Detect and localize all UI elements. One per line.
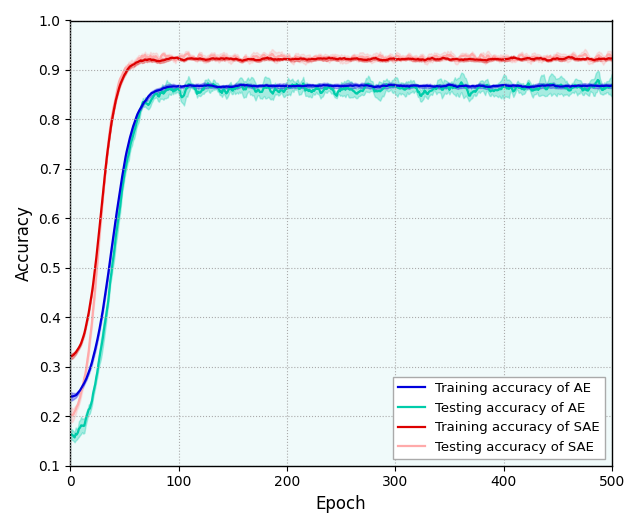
Training accuracy of SAE — [389, 55, 397, 62]
Training accuracy of SAE — [68, 353, 76, 359]
Testing accuracy of AE — [328, 86, 336, 92]
Testing accuracy of AE — [608, 82, 616, 88]
Testing accuracy of SAE — [597, 54, 605, 60]
Line: Training accuracy of AE: Training accuracy of AE — [72, 84, 612, 397]
Training accuracy of AE — [68, 393, 76, 400]
Training accuracy of AE — [328, 83, 336, 89]
Training accuracy of SAE — [564, 54, 572, 60]
Testing accuracy of SAE — [608, 54, 616, 61]
Training accuracy of AE — [361, 82, 369, 89]
Testing accuracy of AE — [68, 431, 76, 438]
Line: Testing accuracy of AE: Testing accuracy of AE — [72, 80, 612, 437]
Testing accuracy of AE — [390, 81, 398, 88]
Y-axis label: Accuracy: Accuracy — [15, 205, 33, 281]
Training accuracy of AE — [68, 393, 76, 400]
Testing accuracy of SAE — [362, 54, 370, 61]
Testing accuracy of SAE — [326, 54, 334, 61]
Training accuracy of SAE — [328, 55, 335, 61]
Training accuracy of SAE — [608, 55, 616, 62]
Training accuracy of SAE — [511, 54, 518, 61]
Testing accuracy of AE — [597, 84, 605, 91]
Training accuracy of AE — [597, 83, 605, 89]
Line: Training accuracy of SAE: Training accuracy of SAE — [72, 57, 612, 356]
Testing accuracy of SAE — [513, 56, 520, 62]
Testing accuracy of AE — [325, 84, 333, 90]
Training accuracy of AE — [608, 82, 616, 89]
Training accuracy of AE — [445, 81, 453, 88]
Training accuracy of AE — [513, 83, 520, 89]
Testing accuracy of SAE — [68, 412, 76, 418]
Training accuracy of SAE — [360, 56, 367, 63]
Testing accuracy of SAE — [68, 412, 76, 419]
Testing accuracy of AE — [594, 77, 602, 83]
Training accuracy of SAE — [596, 56, 604, 62]
Testing accuracy of AE — [71, 434, 79, 440]
Training accuracy of SAE — [324, 55, 332, 61]
Legend: Training accuracy of AE, Testing accuracy of AE, Training accuracy of SAE, Testi: Training accuracy of AE, Testing accurac… — [393, 377, 605, 459]
X-axis label: Epoch: Epoch — [316, 495, 366, 513]
Testing accuracy of SAE — [184, 50, 192, 56]
Testing accuracy of SAE — [330, 54, 337, 60]
Line: Testing accuracy of SAE: Testing accuracy of SAE — [72, 53, 612, 416]
Training accuracy of AE — [390, 82, 398, 88]
Testing accuracy of SAE — [392, 55, 399, 61]
Testing accuracy of AE — [361, 84, 369, 90]
Testing accuracy of AE — [511, 86, 519, 92]
Training accuracy of AE — [325, 82, 333, 89]
